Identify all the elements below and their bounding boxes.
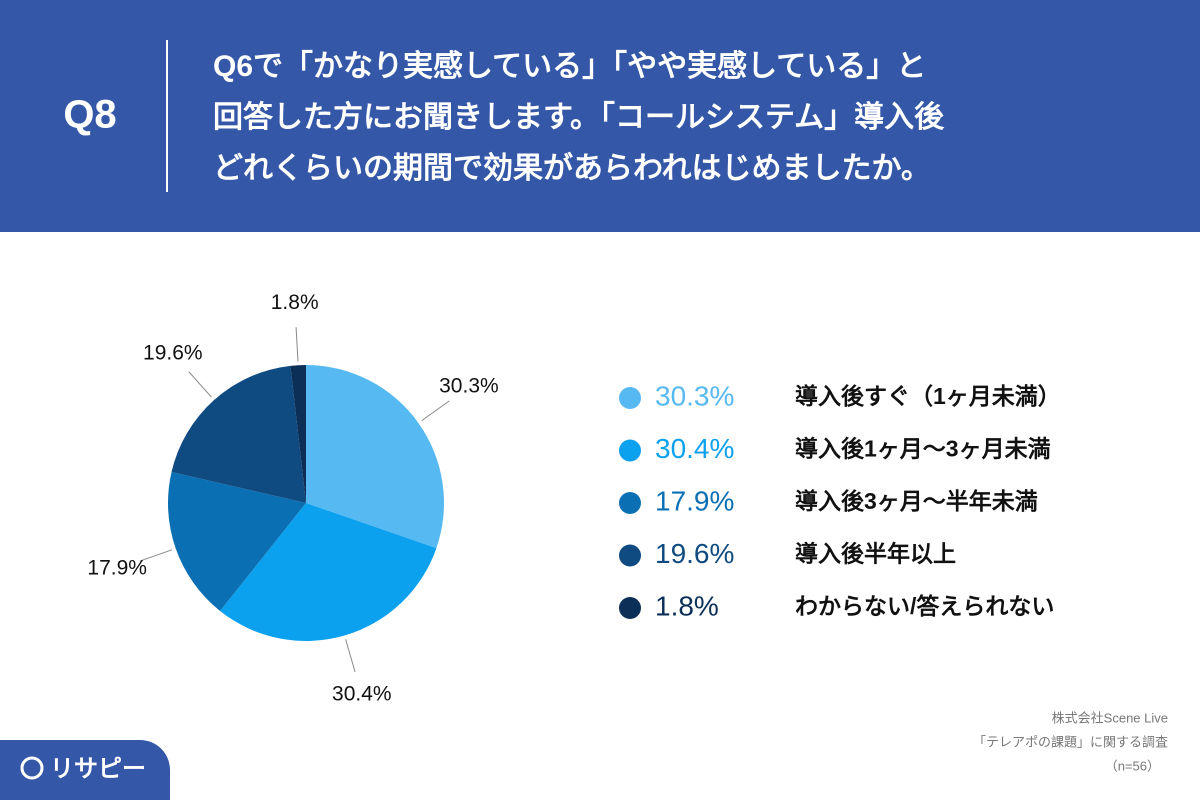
data-label: 19.6% — [143, 341, 203, 364]
legend-swatch — [619, 492, 641, 514]
data-label: 30.4% — [332, 683, 392, 706]
question-line: 回答した方にお聞きします。「コールシステム」導入後 — [213, 100, 945, 134]
leader-line — [345, 639, 356, 673]
footnote: 株式会社Scene Live — [1052, 710, 1168, 725]
pie-slice — [220, 503, 437, 642]
question-line: どれくらいの期間で効果があらわれはじめましたか。 — [213, 151, 931, 185]
leader-line — [188, 371, 212, 398]
pie-slice — [168, 472, 306, 611]
question-label: Q8 — [63, 93, 116, 137]
leader-line — [139, 549, 173, 562]
pie-slice — [306, 365, 445, 549]
footnote: （n=56） — [1105, 758, 1160, 773]
footnote: 「テレアポの課題」に関する調査 — [973, 734, 1168, 749]
legend-value: 19.6% — [655, 538, 734, 569]
leader-line — [421, 400, 450, 422]
data-label: 1.8% — [271, 291, 319, 314]
question-line: Q6で「かなり実感している」「やや実感している」と — [213, 50, 926, 83]
pie-slice — [171, 365, 306, 503]
legend-label: 導入後3ヶ月〜半年未満 — [795, 488, 1038, 514]
legend-swatch — [619, 439, 641, 462]
legend-swatch — [619, 387, 641, 409]
legend-label: 導入後すぐ（1ヶ月未満） — [795, 383, 1061, 409]
legend-label: 導入後半年以上 — [795, 541, 956, 567]
legend-swatch — [619, 544, 641, 567]
legend-value: 30.4% — [655, 433, 734, 464]
legend-label: わからない/答えられない — [795, 593, 1054, 619]
pie-slice — [290, 365, 306, 503]
legend-swatch — [619, 597, 641, 619]
logo-icon — [20, 756, 44, 780]
data-label: 30.3% — [439, 375, 499, 398]
legend-label: 導入後1ヶ月〜3ヶ月未満 — [795, 436, 1051, 462]
data-label: 17.9% — [87, 557, 147, 580]
leader-line — [295, 327, 299, 362]
chart: 30.3% 30.3% 導入後すぐ（1ヶ月未満） 30.4% 30.4% 導入後1ヶ月〜3… — [87, 291, 1060, 706]
legend-value: 1.8% — [655, 590, 719, 621]
legend-value: 30.3% — [655, 380, 734, 411]
logo-tab — [0, 740, 170, 800]
logo: リサピー — [50, 755, 146, 782]
legend-value: 17.9% — [655, 485, 734, 516]
